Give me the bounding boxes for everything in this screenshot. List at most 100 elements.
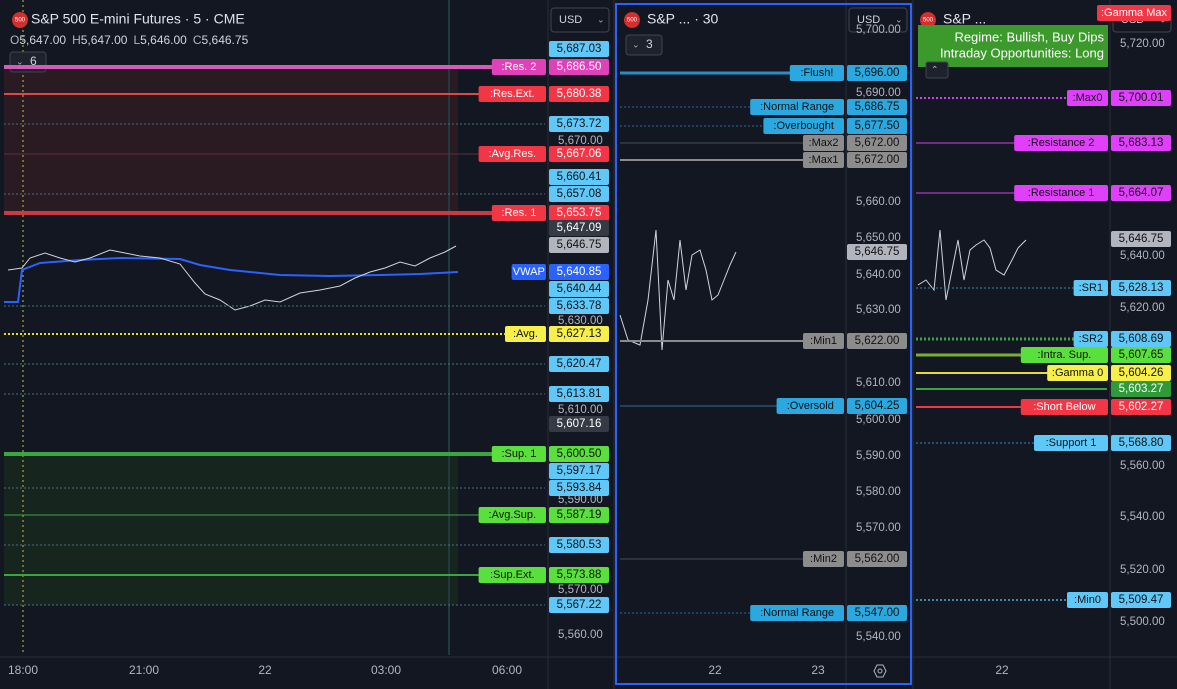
level-tag-label: :Gamma Max xyxy=(1101,7,1168,19)
collapse-button[interactable] xyxy=(625,34,663,56)
level-tag xyxy=(1020,347,1108,363)
price-box-label: 5,597.17 xyxy=(557,465,602,477)
price-axis-label: 5,690.00 xyxy=(856,87,901,99)
price-box-label: 5,673.72 xyxy=(557,118,602,130)
level-tag-label: :Res.Ext. xyxy=(490,88,535,100)
price-box-label: 5,657.08 xyxy=(557,188,602,200)
price-trace xyxy=(917,229,1027,301)
price-box xyxy=(549,326,609,342)
ohlc-value: 5,647.00 xyxy=(19,33,66,47)
active-panel-border xyxy=(615,3,912,685)
price-box-label: 5,627.13 xyxy=(557,328,602,340)
price-box-label: 5,573.88 xyxy=(557,569,602,581)
price-axis-label: 5,580.00 xyxy=(856,486,901,498)
price-box-label: 5,600.50 xyxy=(557,448,602,460)
symbol-icon-label: 500 xyxy=(15,18,26,24)
price-axis-label: 5,590.00 xyxy=(558,494,603,506)
price-axis-label: 5,640.00 xyxy=(856,269,901,281)
price-axis-label: 5,500.00 xyxy=(1120,616,1165,628)
symbol-title[interactable]: S&P 500 E-mini Futures · 5 · CME xyxy=(31,11,245,27)
level-tag xyxy=(1067,592,1108,608)
price-box xyxy=(549,264,609,280)
price-box-label: 5,593.84 xyxy=(557,482,602,494)
price-box xyxy=(549,356,609,372)
price-axis-label: 5,720.00 xyxy=(1120,38,1165,50)
collapse-count: 3 xyxy=(646,37,653,51)
level-tag xyxy=(1067,90,1108,106)
price-box xyxy=(1111,365,1171,381)
price-box-label: 5,664.07 xyxy=(1119,187,1164,199)
regime-text: Intraday Opportunities: Long xyxy=(940,45,1104,60)
level-tag-label: :Overbought xyxy=(773,120,834,132)
time-axis-label: 03:00 xyxy=(371,663,401,677)
price-box xyxy=(1111,347,1171,363)
level-tag xyxy=(803,551,844,567)
price-axis-label: 5,630.00 xyxy=(558,315,603,327)
level-tag xyxy=(478,146,546,162)
price-box xyxy=(549,597,609,613)
level-tag xyxy=(803,333,844,349)
level-tag-label: :SR1 xyxy=(1079,282,1103,294)
vwap-line xyxy=(4,256,459,303)
price-box-label: 5,686.50 xyxy=(557,61,602,73)
price-box xyxy=(549,205,609,221)
time-axis-label: 06:00 xyxy=(492,663,522,677)
level-tag xyxy=(803,135,844,151)
level-tag-label: :Max2 xyxy=(809,137,839,149)
level-tag xyxy=(1034,435,1108,451)
level-tag-label: :Res. 1 xyxy=(501,207,536,219)
price-axis-label: 5,560.00 xyxy=(558,629,603,641)
symbol-icon xyxy=(920,12,936,28)
price-box xyxy=(847,65,907,81)
ohlc: O5,647.00 H5,647.00 L5,646.00 C5,646.75 xyxy=(10,33,249,47)
price-box xyxy=(549,446,609,462)
price-box-label: 5,640.44 xyxy=(557,283,602,295)
currency-select[interactable] xyxy=(848,7,908,33)
symbol-icon xyxy=(624,12,640,28)
time-axis-label: 22 xyxy=(708,663,722,677)
price-box xyxy=(549,59,609,75)
price-box xyxy=(1111,381,1171,397)
price-box-label: 5,633.78 xyxy=(557,300,602,312)
price-box-label: 5,680.38 xyxy=(557,88,602,100)
price-box-label: 5,562.00 xyxy=(855,553,900,565)
price-box xyxy=(847,333,907,349)
price-box xyxy=(549,186,609,202)
ohlc-key: L xyxy=(133,33,140,47)
level-tag-label: :Min1 xyxy=(810,335,837,347)
level-tag-label: :SR2 xyxy=(1079,333,1103,345)
price-box-label: 5,607.65 xyxy=(1119,349,1164,361)
price-box-label: 5,647.09 xyxy=(557,222,602,234)
price-box-label: 5,547.00 xyxy=(855,607,900,619)
level-tag xyxy=(1014,185,1108,201)
symbol-title[interactable]: S&P ... · 30 xyxy=(647,11,719,27)
price-axis-label: 5,660.00 xyxy=(856,196,901,208)
level-tag xyxy=(789,65,844,81)
symbol-title[interactable]: S&P ... xyxy=(943,11,986,27)
price-box xyxy=(549,146,609,162)
currency-select[interactable] xyxy=(550,7,610,33)
level-tag-label: :Max0 xyxy=(1073,92,1103,104)
level-tag-label: :Min0 xyxy=(1074,594,1101,606)
price-box-label: 5,613.81 xyxy=(557,388,602,400)
level-tag xyxy=(1097,5,1171,21)
price-box xyxy=(549,281,609,297)
settings-icon[interactable] xyxy=(873,664,887,678)
level-tag-label: :Support 1 xyxy=(1046,437,1097,449)
price-box xyxy=(847,152,907,168)
price-box-label: 5,646.75 xyxy=(557,239,602,251)
price-box xyxy=(549,567,609,583)
level-tag-label: :Gamma 0 xyxy=(1052,367,1103,379)
level-tag xyxy=(776,398,844,414)
level-tag xyxy=(478,507,546,523)
price-box xyxy=(847,99,907,115)
level-tag-label: :Avg. xyxy=(513,328,538,340)
price-axis-label: 5,600.00 xyxy=(856,414,901,426)
price-box xyxy=(1111,135,1171,151)
level-tag xyxy=(505,326,546,342)
level-tag-label: :Resistance 1 xyxy=(1028,187,1095,199)
dropdown-caret: ⌄ xyxy=(895,14,903,24)
price-box xyxy=(847,551,907,567)
price-box-label: 5,607.16 xyxy=(557,418,602,430)
expand-button[interactable] xyxy=(925,61,949,79)
